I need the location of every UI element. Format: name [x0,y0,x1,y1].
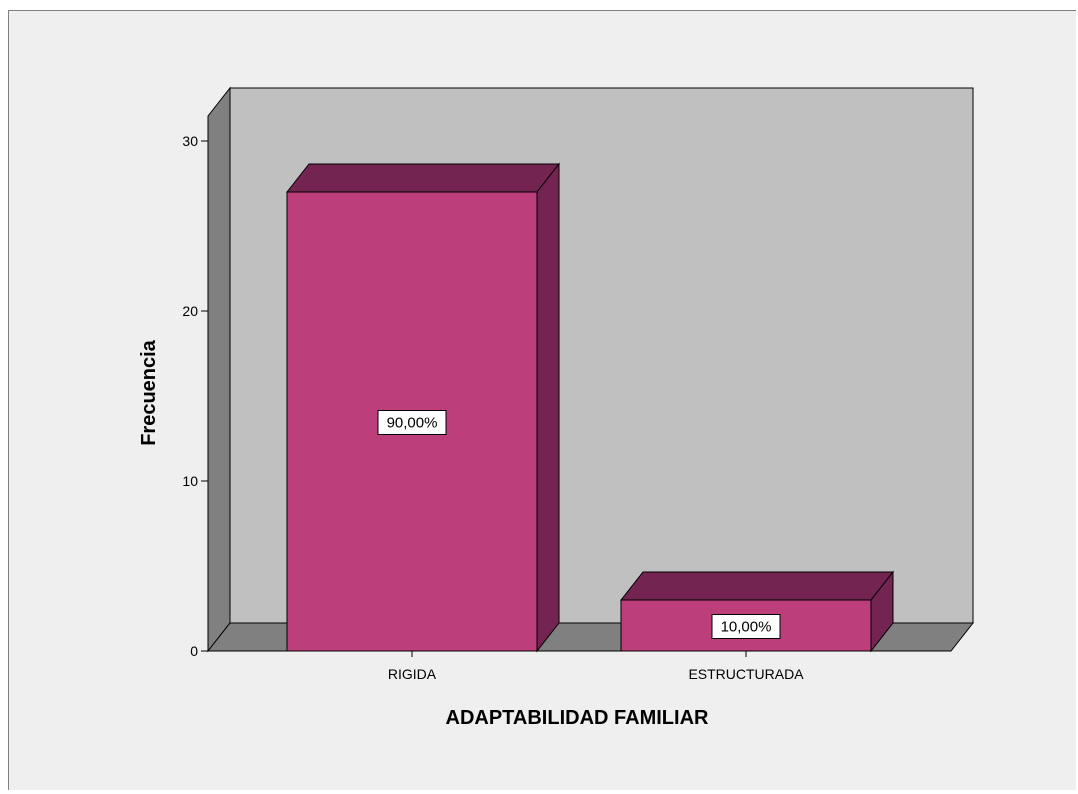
y-axis-title: Frecuencia [138,339,160,445]
x-axis: RIGIDA ESTRUCTURADA [388,651,804,682]
bars: 90,00% 10,00% [285,162,895,653]
y-tick-label: 20 [182,303,198,319]
data-label-box [711,614,781,639]
bar-top-face [619,571,895,601]
chart-side-wall [207,86,231,653]
y-tick-label: 30 [182,133,198,149]
x-category-label: ESTRUCTURADA [688,666,804,682]
chart-frame: 0 10 20 30 90,00% 10,00% RIGIDA ESTRUCTURADA … [8,10,1076,790]
bar-side-face [536,162,560,653]
x-axis-title: ADAPTABILIDAD FAMILIAR [446,707,709,729]
y-axis: 0 10 20 30 [182,133,208,659]
y-tick-label: 10 [182,473,198,489]
x-category-label: RIGIDA [388,666,437,682]
data-label: 10,00% [711,614,781,639]
data-label-box [377,410,447,435]
data-label-text: 10,00% [721,619,772,636]
y-tick-label: 0 [190,643,198,659]
bar-rigida: 90,00% [285,162,561,653]
bar-estructurada: 10,00% [619,570,895,653]
data-label: 90,00% [377,410,447,435]
bar-top-face [285,163,561,193]
data-label-text: 90,00% [387,415,438,432]
